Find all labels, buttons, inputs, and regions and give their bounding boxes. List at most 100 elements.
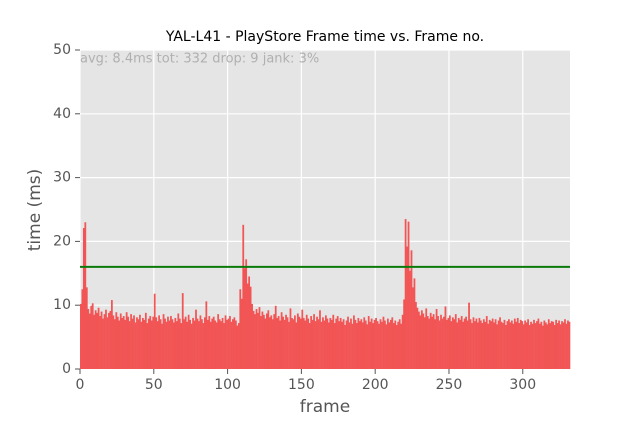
bar: [271, 319, 274, 369]
bar: [274, 305, 277, 369]
bar: [353, 315, 355, 369]
bar: [503, 319, 506, 369]
bar: [273, 314, 276, 369]
bar: [360, 319, 363, 369]
bar: [245, 259, 248, 369]
bar: [419, 315, 422, 369]
bar: [260, 316, 262, 369]
bar: [302, 317, 305, 369]
bar: [177, 313, 180, 369]
x-tick-label: 100: [214, 377, 241, 393]
bar: [332, 314, 335, 369]
bar: [505, 324, 507, 369]
bar: [168, 320, 171, 369]
bar: [367, 316, 370, 369]
bar: [466, 320, 469, 369]
bar: [493, 322, 496, 369]
bar: [152, 316, 155, 369]
bar: [218, 319, 221, 369]
bar: [105, 309, 107, 369]
bar: [121, 317, 124, 369]
bar: [215, 322, 218, 369]
bar: [397, 321, 400, 369]
bar: [162, 314, 165, 369]
bar: [175, 321, 178, 369]
bar: [165, 321, 168, 369]
bar: [546, 324, 549, 369]
bar: [409, 270, 411, 369]
bar: [487, 323, 490, 369]
bar: [481, 323, 484, 369]
bar: [378, 323, 380, 369]
bar: [342, 319, 345, 369]
bar: [161, 323, 163, 369]
bar: [515, 321, 518, 369]
bar: [420, 310, 423, 369]
bar: [292, 319, 295, 369]
bar: [237, 323, 240, 369]
bar: [211, 318, 214, 369]
bar: [327, 322, 330, 369]
bar: [496, 324, 498, 369]
bar: [491, 318, 494, 369]
bar: [454, 314, 457, 369]
bar: [522, 324, 525, 369]
bar: [122, 316, 125, 369]
bar: [153, 293, 156, 369]
bar: [432, 314, 435, 369]
bar: [230, 321, 233, 369]
bar: [494, 319, 497, 369]
bar: [243, 268, 246, 369]
bar: [460, 316, 463, 369]
bar: [267, 310, 270, 369]
bar: [540, 321, 543, 369]
chart-title: YAL-L41 - PlayStore Frame time vs. Frame…: [165, 29, 484, 45]
bar: [220, 321, 222, 369]
bar: [252, 310, 255, 369]
bar: [236, 325, 239, 369]
x-axis-label: frame: [300, 397, 350, 417]
bar: [203, 317, 206, 369]
bar: [536, 321, 538, 369]
bar: [558, 320, 560, 369]
bar: [233, 317, 236, 369]
bar: [398, 319, 401, 369]
x-tick-label: 0: [76, 377, 85, 393]
bar: [94, 310, 97, 369]
bar: [184, 316, 187, 369]
bar: [350, 318, 352, 369]
bar: [190, 323, 193, 369]
bar: [537, 318, 540, 369]
bar: [533, 319, 535, 369]
bar: [221, 317, 224, 369]
bar: [348, 322, 351, 369]
bar: [482, 319, 485, 369]
bar: [308, 323, 311, 369]
bar: [96, 312, 99, 369]
bar: [289, 308, 292, 369]
bar: [257, 312, 259, 369]
bar: [370, 318, 373, 369]
bar: [108, 312, 110, 369]
x-tick-label: 300: [509, 377, 536, 393]
bar: [172, 322, 175, 369]
bar: [133, 315, 135, 369]
bar: [313, 314, 315, 369]
bar: [385, 324, 388, 369]
bar: [139, 314, 141, 369]
bar: [325, 315, 327, 369]
bar: [423, 317, 426, 369]
bar: [90, 305, 93, 369]
bar: [202, 323, 205, 369]
bar: [550, 321, 553, 369]
bar: [285, 314, 287, 369]
bar: [330, 319, 333, 369]
bar: [307, 318, 310, 369]
bar: [329, 317, 332, 369]
bar: [448, 315, 451, 369]
bar: [199, 315, 202, 369]
bar: [444, 306, 447, 369]
bar: [305, 314, 308, 369]
bar: [192, 317, 194, 369]
bar: [131, 318, 134, 369]
